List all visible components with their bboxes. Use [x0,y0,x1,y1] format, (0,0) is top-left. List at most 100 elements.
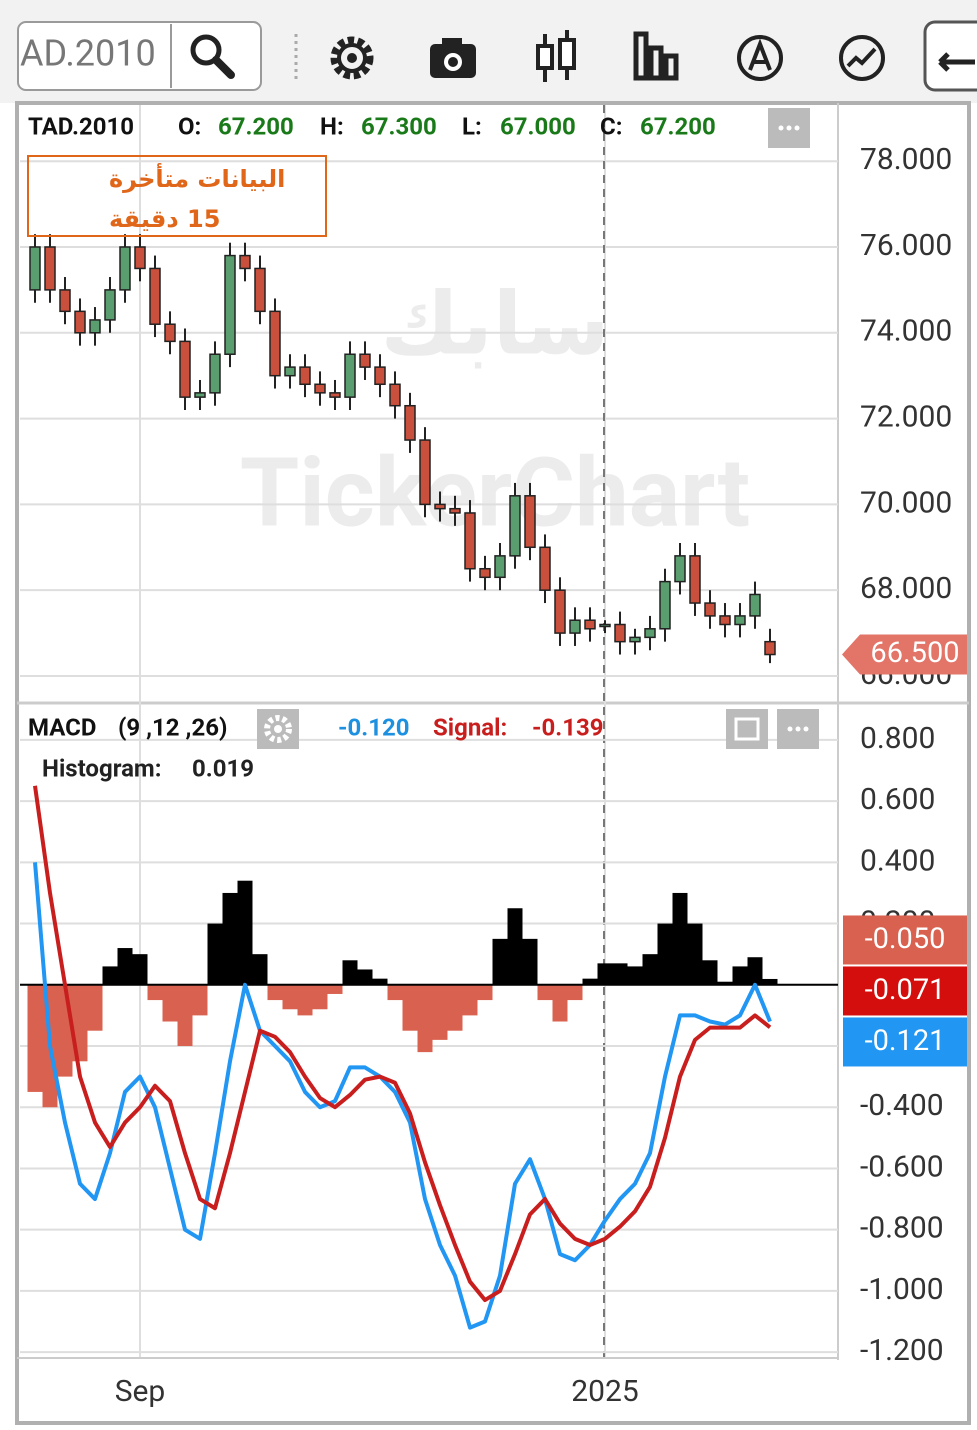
candle-body [554,589,566,634]
readout-label: Histogram: [42,754,161,782]
histogram-bar [102,966,118,985]
candle-body [599,623,611,628]
y-tick-label: 78.000 [860,142,952,177]
histogram-bar [177,984,193,1046]
histogram-bar [192,984,208,1016]
candle-body [509,495,521,557]
candle-body [689,555,701,604]
histogram-bar [477,984,493,1001]
histogram-bar [327,984,343,994]
histogram-bar [537,984,553,1001]
candle-body [209,353,221,394]
candle-body [449,507,461,514]
macd-settings-button[interactable] [257,709,299,749]
candle-body [239,254,251,270]
candle-body [164,323,176,343]
symbol: TAD.2010 [28,112,134,140]
candle-body [764,640,776,656]
readout-value: 67.000 [500,112,576,140]
histogram-bar [117,948,133,985]
indicator-title: MACD [28,713,96,741]
histogram-bar [402,984,418,1031]
readout-value: -0.139 [532,713,604,741]
readout-label: C: [600,112,622,140]
candle-body [344,353,356,398]
readout-value: -0.120 [338,713,410,741]
histogram-bar [522,938,538,985]
readout-label: L: [462,112,482,140]
y-tick-label: 70.000 [860,485,952,520]
histogram-bar [762,978,778,985]
y-tick-label: 76.000 [860,228,952,263]
readout-label: Signal: [433,713,507,741]
candle-body [704,602,716,617]
more-button[interactable] [923,20,977,92]
candle-body [89,319,101,334]
histogram-bar [357,969,373,985]
candle-body [299,366,311,386]
candle-body [284,366,296,377]
candle-body [719,615,731,626]
y-tick-label: 0.400 [860,843,935,878]
candle-body [179,340,191,398]
histogram-bar [507,908,523,985]
candle-body [494,555,506,579]
histogram-bar [222,892,238,985]
candle-body [569,619,581,634]
candle-body [254,267,266,313]
histogram-bar [237,880,253,985]
histogram-bar [627,966,643,985]
readout-value: 67.300 [361,112,437,140]
candle-body [269,310,281,377]
last-price-label: 66.500 [870,636,959,670]
histogram-bar [57,984,73,1077]
candle-body [434,503,446,510]
y-tick-label: -0.800 [860,1211,944,1246]
histogram-bar [297,984,313,1016]
histogram-bar [432,984,448,1040]
candle-body [314,383,326,394]
candle-body [224,254,236,355]
candle-body [359,353,371,368]
histogram-bar [492,938,508,985]
symbol-input[interactable]: AD.2010 [20,33,156,75]
screenshot-button[interactable] [430,38,476,78]
watermark: TickerChart [240,437,750,549]
candle-body [644,628,656,639]
histogram-bar [732,966,748,985]
watermark: سابك [380,274,609,374]
candle-body [524,495,536,549]
indicators-button[interactable] [633,31,679,81]
histogram-bar [417,984,433,1053]
price-menu-button[interactable] [768,108,810,148]
histogram-bar [612,963,628,985]
macd-menu-button[interactable] [777,709,819,749]
plot-layer: سابكTickerChart66.00068.00070.00072.0007… [20,105,967,1409]
search-button[interactable] [190,34,235,79]
histogram-bar [162,984,178,1022]
candle-body [464,512,476,570]
readout-label: H: [320,112,344,140]
compare-button[interactable] [839,35,885,81]
alerts-button[interactable] [737,35,783,81]
histogram-bar [672,892,688,985]
last-value-tag [843,966,967,1016]
candle-body [44,246,56,291]
delay-notice-text: البيانات متأخرة 15 دقيقة [27,155,327,237]
candle-body [134,246,146,270]
candle-body [734,615,746,626]
candle-body [104,289,116,321]
toolbar: AD.2010 [0,0,977,103]
readout-value: 67.200 [218,112,294,140]
histogram-bar [552,984,568,1022]
panel-buttons [257,108,819,749]
histogram-bar [747,957,763,985]
signal-line [33,785,772,1303]
macd-window-button[interactable] [726,709,768,749]
macd-line [33,862,772,1330]
chart-type-button[interactable] [536,30,576,82]
y-tick-label: 0.800 [860,721,935,756]
settings-button[interactable] [330,36,374,80]
histogram-bar [702,960,718,985]
